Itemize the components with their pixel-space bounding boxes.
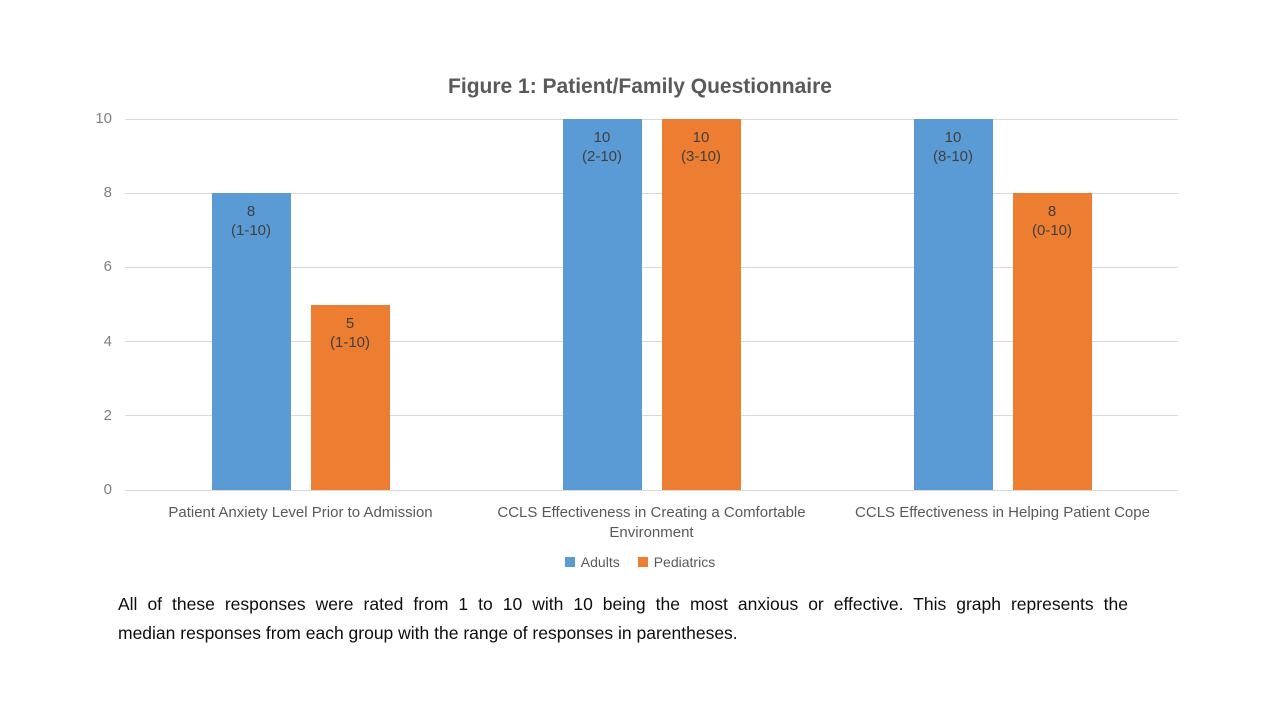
bar-data-label: 10 (8-10) — [932, 129, 973, 165]
y-axis-tick-4: 4 — [103, 332, 112, 350]
y-axis-tick-0: 0 — [103, 481, 112, 498]
bar-adults-2: 10 (8-10) — [913, 119, 993, 490]
x-axis-category-label-2: CCLS Effectiveness in Helping Patient Co… — [855, 504, 1150, 521]
caption-line-2: median responses from each group with th… — [118, 622, 738, 643]
legend-item-adults: Adults — [564, 554, 620, 570]
y-axis-tick-8: 8 — [103, 184, 112, 202]
bar-data-label: 10 (3-10) — [680, 129, 721, 165]
bar-data-label: 10 (2-10) — [581, 129, 622, 165]
gridline-y-0 — [125, 489, 1178, 491]
bar-pediatrics-1: 10 (3-10) — [661, 119, 741, 490]
bar-data-label: 5 (1-10) — [329, 314, 370, 351]
gridline-y-4 — [125, 341, 1178, 343]
chart-legend: Adults Pediatrics — [0, 554, 1280, 570]
x-axis-category-label-0: Patient Anxiety Level Prior to Admission — [168, 504, 433, 521]
bar-adults-0: 8 (1-10) — [211, 193, 291, 490]
bar-pediatrics-0: 5 (1-10) — [310, 304, 390, 490]
y-axis-tick-10: 10 — [95, 110, 112, 127]
chart-caption: All of these responses were rated from 1… — [118, 590, 1128, 647]
bar-data-label: 8 (0-10) — [1031, 203, 1072, 240]
y-axis-tick-6: 6 — [103, 258, 112, 276]
legend-item-pediatrics: Pediatrics — [637, 554, 716, 570]
chart-title: Figure 1: Patient/Family Questionnaire — [448, 75, 832, 98]
gridline-y-6 — [125, 266, 1178, 268]
bar-data-label: 8 (1-10) — [230, 203, 271, 240]
gridline-y-10 — [125, 118, 1178, 120]
legend-swatch-pediatrics — [637, 557, 648, 567]
legend-swatch-adults — [564, 557, 575, 567]
chart-plot-area: 8 (1-10) 5 (1-10) 10 (2-10) 10 (3-10) 10 (8-… — [125, 118, 1178, 491]
bar-adults-1: 10 (2-10) — [562, 119, 642, 490]
y-axis-tick-2: 2 — [103, 406, 112, 424]
legend-label-adults: Adults — [580, 554, 620, 570]
bar-pediatrics-2: 8 (0-10) — [1012, 193, 1092, 490]
gridline-y-2 — [125, 415, 1178, 417]
caption-line-1: All of these responses were rated from 1… — [118, 594, 1128, 614]
gridline-y-8 — [125, 192, 1178, 194]
legend-label-pediatrics: Pediatrics — [653, 554, 716, 570]
x-axis-category-label-1: CCLS Effectiveness in Creating a Comfort… — [497, 504, 806, 541]
